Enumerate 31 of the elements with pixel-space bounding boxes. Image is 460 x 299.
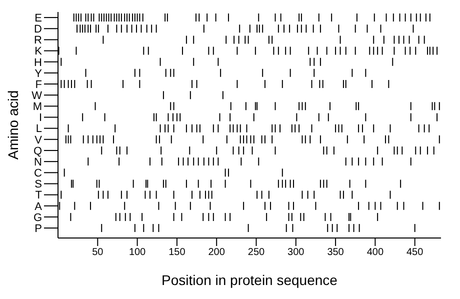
y-tick-label: E <box>34 12 42 24</box>
x-axis-title: Position in protein sequence <box>162 272 338 288</box>
y-tick-label: M <box>32 101 42 114</box>
y-tick-label: N <box>34 156 42 168</box>
x-tick-label: 100 <box>128 247 146 258</box>
y-tick-label: G <box>33 212 42 224</box>
x-tick-label: 50 <box>92 247 104 258</box>
y-tick-label: P <box>34 222 42 235</box>
x-tick-label: 350 <box>327 247 344 258</box>
y-tick-label: A <box>34 200 43 213</box>
y-tick-label: T <box>35 190 42 202</box>
y-tick-label: Y <box>34 68 43 80</box>
y-tick-label: Q <box>33 145 42 158</box>
x-tick-label: 450 <box>406 247 424 258</box>
x-tick-label: 400 <box>366 247 384 258</box>
y-tick-label: K <box>34 46 43 58</box>
y-tick-label: H <box>34 56 42 69</box>
x-tick-label: 300 <box>288 247 305 258</box>
x-tick-label: 250 <box>248 247 266 258</box>
y-tick-label: D <box>34 24 42 36</box>
y-tick-label: F <box>35 78 42 91</box>
x-tick-label: 200 <box>208 247 226 258</box>
y-tick-label: L <box>36 123 42 136</box>
y-tick-label: C <box>34 168 42 180</box>
y-axis-title: Amino acid <box>5 90 21 160</box>
y-tick-label: V <box>34 134 43 146</box>
y-tick-label: W <box>32 90 43 102</box>
y-tick-label: S <box>34 178 42 191</box>
x-tick-label: 150 <box>168 247 186 258</box>
y-tick-label: I <box>38 112 42 124</box>
y-tick-label: R <box>34 34 42 47</box>
